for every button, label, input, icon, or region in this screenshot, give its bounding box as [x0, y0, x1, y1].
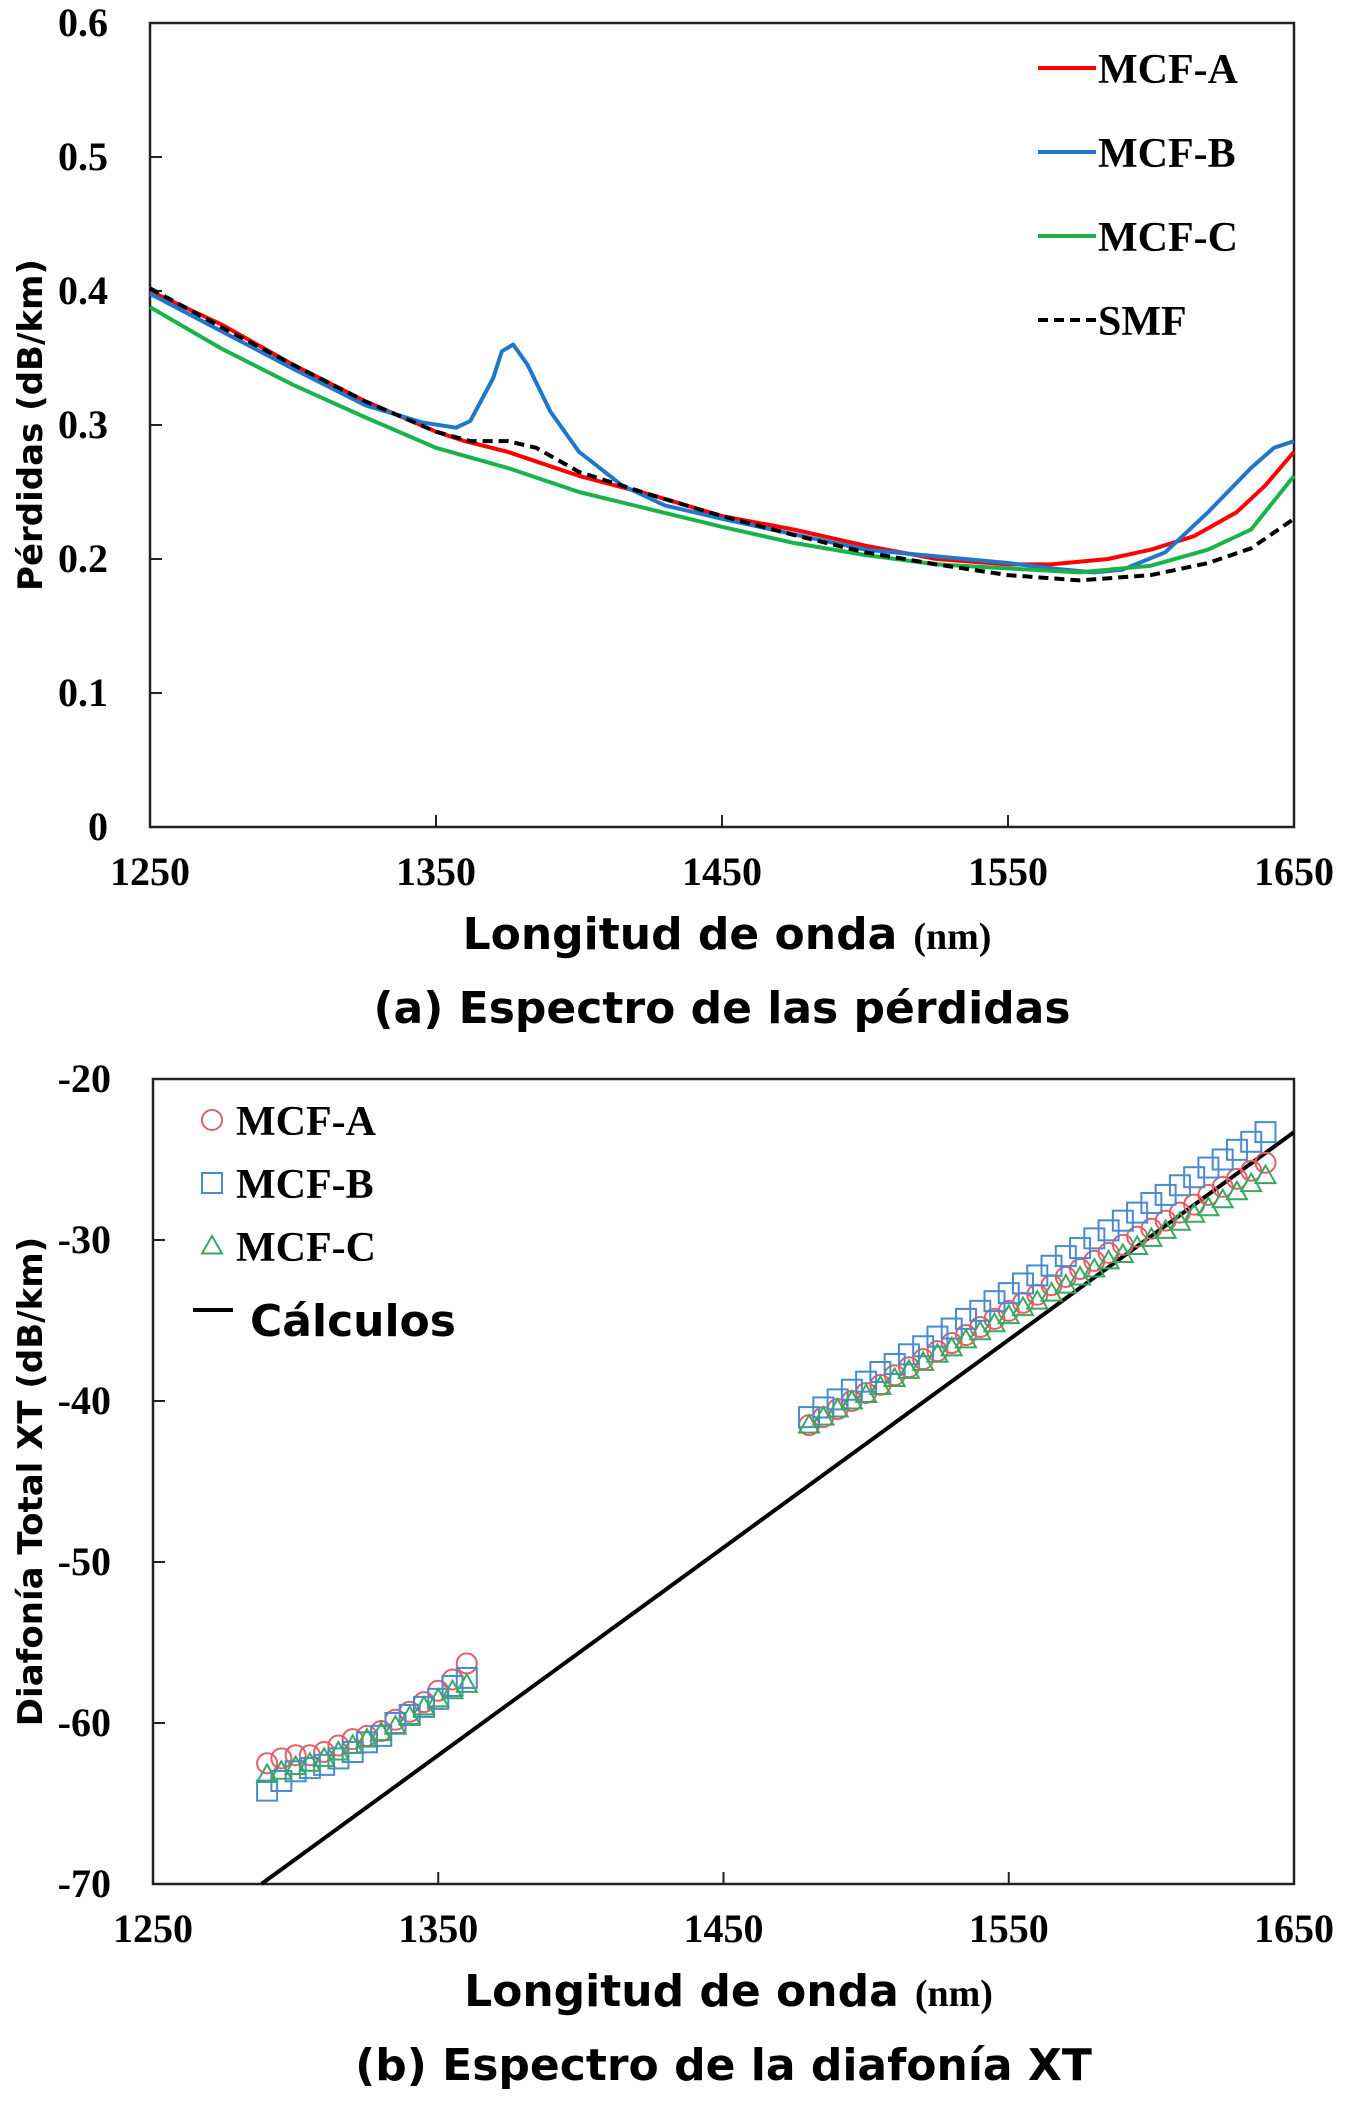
x-tick-label: 1550	[968, 849, 1048, 894]
legend-label: MCF-B	[236, 1162, 374, 1208]
series-line-smf	[149, 286, 1296, 583]
y-tick-label: 0.4	[58, 268, 108, 313]
legend-marker	[200, 1233, 224, 1255]
y-tick-label: -30	[58, 1217, 111, 1262]
legend-label: SMF	[1098, 299, 1187, 345]
y-axis-label: Pérdidas (dB/km)	[11, 259, 51, 591]
data-point-mcf-c	[255, 1762, 279, 1784]
data-point-mcf-b	[1012, 1272, 1035, 1295]
legend-marker	[201, 1172, 223, 1194]
data-point-mcf-b	[926, 1325, 949, 1348]
y-tick-label: 0.6	[58, 0, 108, 45]
chart-caption: (a) Espectro de las pérdidas	[373, 983, 1070, 1034]
data-point-mcf-a	[270, 1747, 293, 1770]
data-point-mcf-c	[269, 1759, 294, 1780]
data-point-mcf-b	[1225, 1138, 1248, 1161]
data-point-mcf-b	[298, 1757, 321, 1780]
legend-label: MCF-C	[236, 1225, 376, 1271]
series-line-mcf-b	[149, 291, 1295, 575]
x-tick-label: 1350	[398, 1906, 478, 1951]
y-tick-label: 0.1	[58, 670, 108, 715]
data-point-mcf-a	[327, 1734, 350, 1757]
y-tick-label: -20	[58, 1056, 111, 1101]
data-point-mcf-a	[455, 1652, 478, 1675]
y-tick-label: -50	[58, 1539, 111, 1584]
loss-spectrum-chart: 1250 1350 1450 1550 1650 0 0.1 0.2 0.3 0.4 0.5 0.6 L…	[11, 0, 1334, 1034]
x-tick-label: 1650	[1254, 1906, 1334, 1951]
series-line-mcf-c	[148, 305, 1296, 575]
x-axis-title: Longitud de onda	[464, 1966, 899, 2017]
data-point-mcf-b	[1254, 1121, 1277, 1144]
calculation-line	[260, 1130, 1296, 1886]
crosstalk-spectrum-chart: 1250 1350 1450 1550 1650 -70 -60 -50 -40 -30 -20 Lo…	[11, 1056, 1334, 2091]
x-tick-label: 1250	[113, 1906, 193, 1951]
y-tick-label: -60	[58, 1700, 111, 1745]
x-tick-label: 1650	[1254, 849, 1334, 894]
data-point-mcf-b	[983, 1290, 1006, 1313]
data-point-mcf-b	[1140, 1191, 1163, 1214]
data-point-mcf-b	[897, 1343, 920, 1366]
data-point-mcf-b	[840, 1378, 863, 1401]
x-tick-label: 1550	[969, 1906, 1049, 1951]
y-tick-label: 0	[88, 804, 108, 849]
legend-marker	[201, 1109, 223, 1131]
legend-label: MCF-B	[1098, 131, 1236, 177]
data-point-mcf-b	[455, 1666, 478, 1689]
x-tick-label: 1250	[110, 849, 190, 894]
y-tick-label: -40	[58, 1378, 111, 1423]
x-axis-unit: (nm)	[915, 1973, 993, 2015]
legend-label: MCF-A	[236, 1099, 377, 1145]
legend-label: MCF-A	[1098, 47, 1239, 93]
x-axis-label: Longitud de onda (nm)	[464, 1966, 993, 2017]
data-point-mcf-a	[313, 1740, 336, 1763]
y-axis-label: Diafonía Total XT (dB/km)	[11, 1237, 51, 1726]
data-point-mcf-b	[1168, 1174, 1191, 1197]
data-point-mcf-b	[1197, 1156, 1220, 1179]
data-point-mcf-a	[341, 1728, 364, 1751]
data-point-mcf-a	[256, 1752, 279, 1775]
data-point-mcf-b	[1083, 1227, 1106, 1250]
x-tick-label: 1450	[682, 849, 762, 894]
data-point-mcf-b	[869, 1361, 892, 1384]
x-axis-title: Longitud de onda	[463, 909, 898, 960]
x-tick-label: 1450	[684, 1906, 764, 1951]
chart-caption: (b) Espectro de la diafonía XT	[355, 2040, 1092, 2091]
x-axis-unit: (nm)	[913, 916, 991, 958]
y-tick-label: 0.3	[58, 402, 108, 447]
data-point-mcf-c	[455, 1672, 479, 1693]
x-tick-label: 1350	[396, 849, 476, 894]
data-point-mcf-b	[441, 1674, 464, 1697]
data-point-mcf-a	[1254, 1151, 1277, 1174]
data-point-mcf-b	[1111, 1209, 1134, 1232]
data-point-mcf-b	[1054, 1245, 1077, 1268]
legend-label: MCF-C	[1098, 215, 1238, 261]
x-axis-label: Longitud de onda (nm)	[463, 909, 992, 960]
y-tick-label: 0.2	[58, 536, 108, 581]
data-point-mcf-c	[298, 1751, 322, 1772]
data-point-mcf-c	[283, 1754, 308, 1775]
data-point-mcf-a	[284, 1744, 307, 1767]
y-tick-label: -70	[58, 1861, 111, 1906]
data-point-mcf-c	[1253, 1163, 1278, 1185]
legend-label: Cálculos	[250, 1296, 456, 1347]
y-tick-label: 0.5	[58, 134, 108, 179]
